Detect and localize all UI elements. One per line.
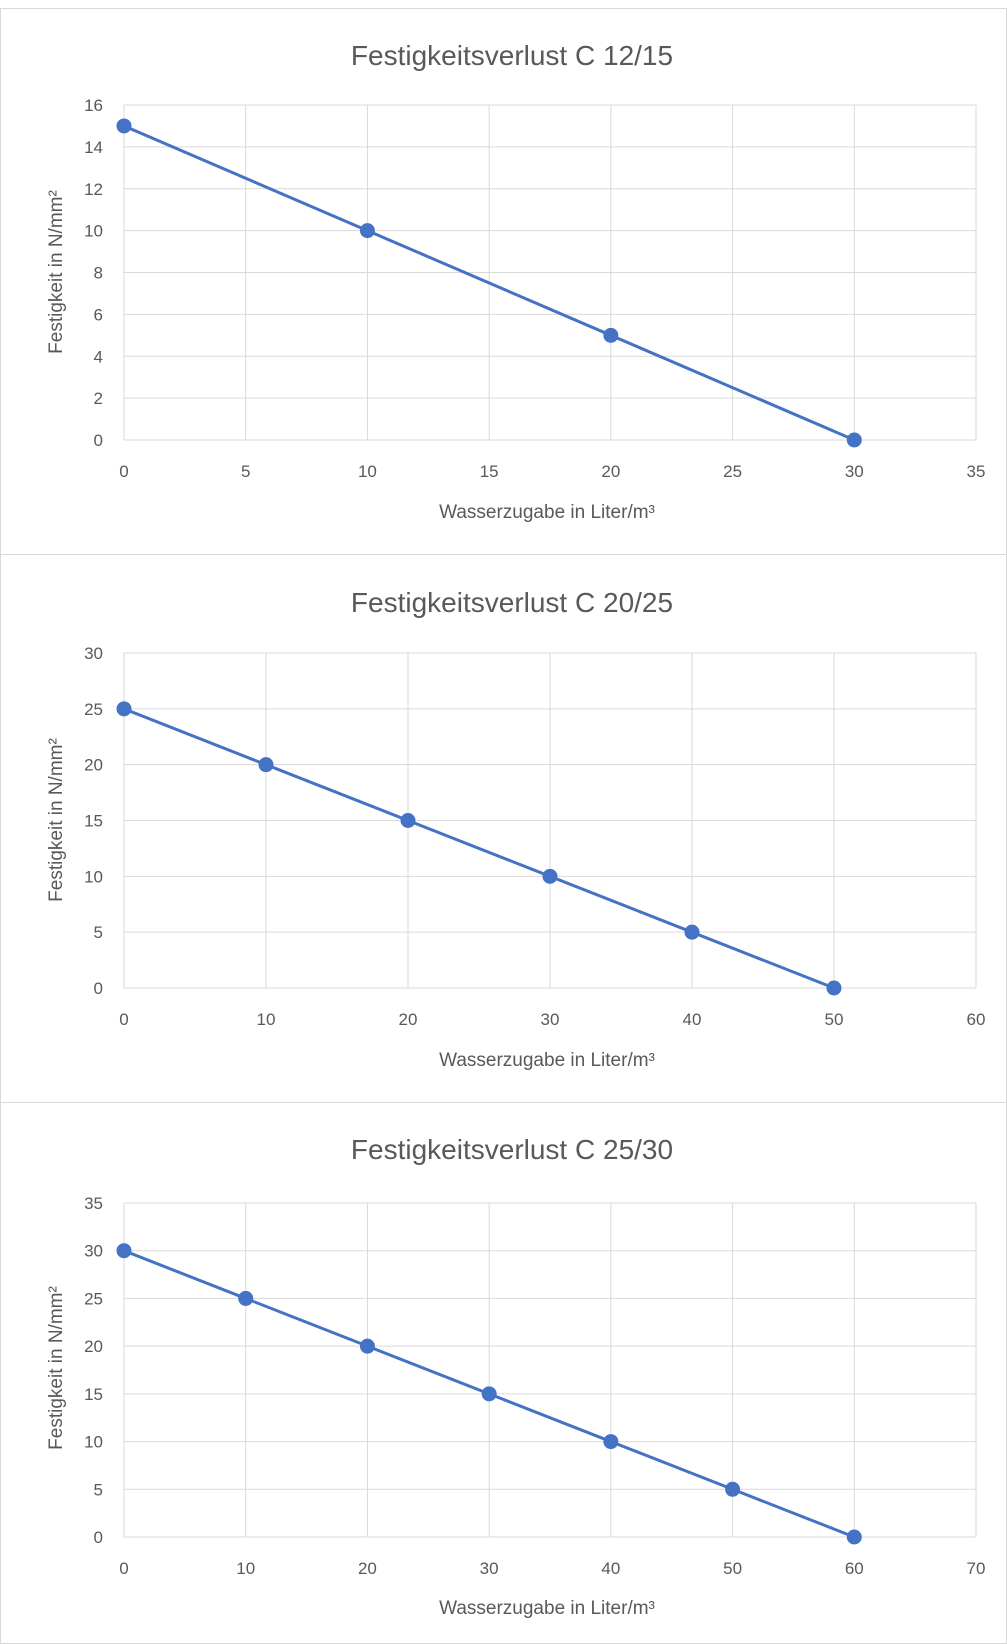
data-point — [116, 701, 132, 717]
data-point — [238, 1290, 254, 1306]
chart-frame — [0, 8, 1007, 555]
x-tick-label: 10 — [257, 1010, 276, 1029]
y-tick-label: 20 — [84, 756, 103, 775]
chart-title: Festigkeitsverlust C 20/25 — [351, 587, 673, 618]
x-tick-label: 50 — [825, 1010, 844, 1029]
chart-2: Festigkeitsverlust C 20/25 0 10 20 30 40 50 60… — [0, 554, 1007, 1103]
y-tick-label: 25 — [84, 700, 103, 719]
x-tick-label: 0 — [119, 1010, 128, 1029]
data-point — [846, 432, 862, 448]
y-tick-label: 15 — [84, 812, 103, 831]
y-tick-label: 30 — [84, 644, 103, 663]
y-tick-label: 12 — [84, 180, 103, 199]
x-tick-label: 40 — [601, 1559, 620, 1578]
y-tick-label: 2 — [94, 389, 103, 408]
x-tick-label: 15 — [480, 462, 499, 481]
x-tick-label: 10 — [358, 462, 377, 481]
plot-area: 0 10 20 30 40 50 60 0 5 10 15 20 25 30 — [84, 644, 985, 1029]
y-tick-label: 4 — [94, 347, 103, 366]
data-point — [725, 1481, 741, 1497]
x-tick-label: 60 — [967, 1010, 986, 1029]
x-tick-label: 20 — [399, 1010, 418, 1029]
y-tick-label: 30 — [84, 1242, 103, 1261]
data-point — [684, 924, 700, 940]
data-point — [258, 757, 274, 773]
y-tick-label: 5 — [94, 923, 103, 942]
y-tick-label: 0 — [94, 1528, 103, 1547]
plot-area: 0 5 10 15 20 25 30 35 0 2 4 6 8 10 12 14 16 — [84, 96, 985, 481]
y-tick-label: 35 — [84, 1194, 103, 1213]
y-tick-label: 8 — [94, 264, 103, 283]
x-axis-label: Wasserzugabe in Liter/m³ — [439, 502, 655, 523]
x-tick-label: 35 — [967, 462, 986, 481]
data-point — [359, 1338, 375, 1354]
data-point — [603, 1434, 619, 1450]
y-tick-label: 6 — [94, 305, 103, 324]
y-tick-label: 16 — [84, 96, 103, 115]
x-tick-label: 30 — [845, 462, 864, 481]
x-tick-label: 5 — [241, 462, 250, 481]
y-tick-label: 10 — [84, 867, 103, 886]
x-tick-label: 50 — [723, 1559, 742, 1578]
chart-title: Festigkeitsverlust C 25/30 — [351, 1134, 673, 1165]
x-axis-label: Wasserzugabe in Liter/m³ — [439, 1598, 655, 1619]
data-point — [359, 223, 375, 239]
chart-1: Festigkeitsverlust C 12/15 0 5 10 15 20 25 30 3… — [0, 8, 1007, 555]
x-tick-label: 0 — [119, 462, 128, 481]
data-point — [542, 868, 558, 884]
x-tick-label: 30 — [480, 1559, 499, 1578]
data-point — [116, 1243, 132, 1259]
data-point — [603, 327, 619, 343]
chart-3: Festigkeitsverlust C 25/30 0 10 20 30 40 50 60… — [0, 1102, 1007, 1644]
y-tick-label: 14 — [84, 138, 103, 157]
x-axis-label: Wasserzugabe in Liter/m³ — [439, 1050, 655, 1071]
x-tick-label: 40 — [683, 1010, 702, 1029]
chart-frame — [0, 1102, 1007, 1644]
plot-area: 0 10 20 30 40 50 60 70 0 5 10 15 20 25 30 35 — [84, 1194, 985, 1578]
y-tick-label: 10 — [84, 1433, 103, 1452]
data-point — [826, 980, 842, 996]
y-tick-label: 5 — [94, 1480, 103, 1499]
series-line — [123, 124, 855, 442]
y-tick-label: 0 — [94, 979, 103, 998]
y-axis-label: Festigkeit in N/mm² — [46, 738, 67, 902]
data-point — [481, 1386, 497, 1402]
y-tick-label: 0 — [94, 431, 103, 450]
y-tick-label: 15 — [84, 1385, 103, 1404]
x-tick-label: 25 — [723, 462, 742, 481]
y-tick-label: 10 — [84, 222, 103, 241]
x-tick-label: 20 — [358, 1559, 377, 1578]
x-tick-label: 70 — [967, 1559, 986, 1578]
x-tick-label: 30 — [541, 1010, 560, 1029]
x-tick-label: 10 — [236, 1559, 255, 1578]
y-axis-label: Festigkeit in N/mm² — [46, 1286, 67, 1450]
series-line — [123, 707, 835, 990]
chart-frame — [0, 554, 1007, 1103]
data-point — [116, 118, 132, 134]
data-point — [400, 813, 416, 828]
y-tick-label: 20 — [84, 1337, 103, 1356]
chart-title: Festigkeitsverlust C 12/15 — [351, 40, 673, 71]
y-tick-label: 25 — [84, 1289, 103, 1308]
x-tick-label: 20 — [601, 462, 620, 481]
y-axis-label: Festigkeit in N/mm² — [46, 190, 67, 354]
x-tick-label: 0 — [119, 1559, 128, 1578]
x-tick-label: 60 — [845, 1559, 864, 1578]
data-point — [846, 1529, 862, 1545]
